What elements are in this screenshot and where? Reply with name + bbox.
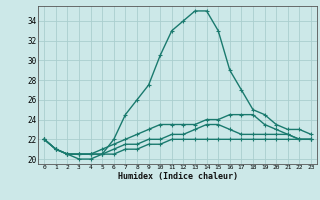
X-axis label: Humidex (Indice chaleur): Humidex (Indice chaleur)	[118, 172, 238, 181]
